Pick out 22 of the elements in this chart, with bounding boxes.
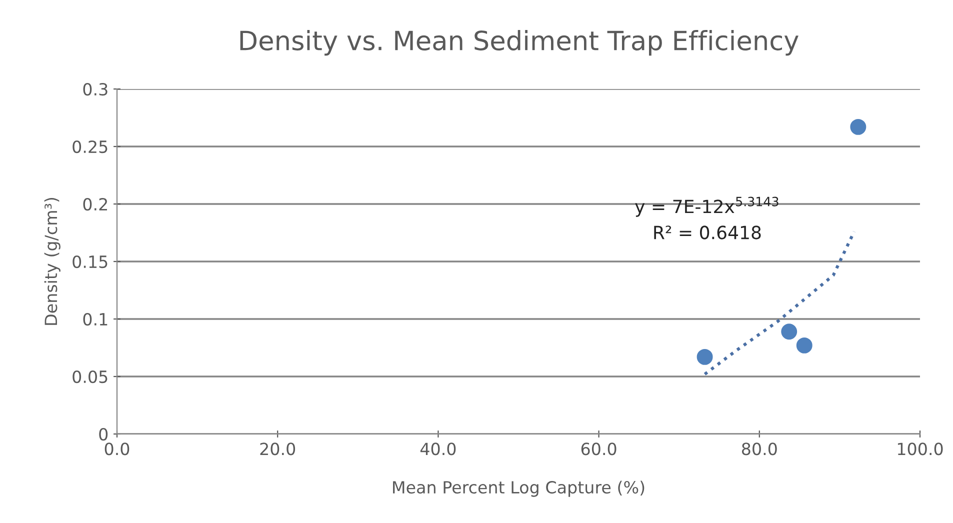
x-axis-title: Mean Percent Log Capture (%) — [393, 480, 644, 497]
x-tick-label: 20.0 — [260, 442, 296, 456]
y-tick-label: 0.15 — [72, 255, 108, 268]
y-tick-label: 0.05 — [72, 370, 108, 384]
annotation: R² = 0.6418 — [654, 226, 761, 240]
point — [781, 324, 798, 340]
annotation: y = 7E-12x$^{5.3143}$ — [635, 196, 778, 217]
x-tick-label: 80.0 — [742, 442, 777, 456]
point — [796, 337, 812, 354]
point — [696, 348, 713, 365]
chart-title: Density vs. Mean Sediment Trap Efficiency — [240, 30, 798, 56]
y-tick-label: 0.3 — [83, 82, 108, 96]
y-tick-label: 0.2 — [83, 198, 107, 211]
y-tick-label: 0.1 — [83, 312, 108, 326]
x-tick-label: 60.0 — [581, 442, 616, 456]
y-tick-label: 0.25 — [72, 140, 108, 154]
x-tick-label: 100.0 — [898, 442, 943, 456]
point — [850, 118, 866, 135]
x-tick-label: 40.0 — [420, 442, 456, 456]
y-tick-label: 0 — [99, 428, 108, 441]
x-tick-label: 0.0 — [104, 442, 130, 456]
y-axis-title: Density (g/cm³) — [44, 198, 60, 325]
